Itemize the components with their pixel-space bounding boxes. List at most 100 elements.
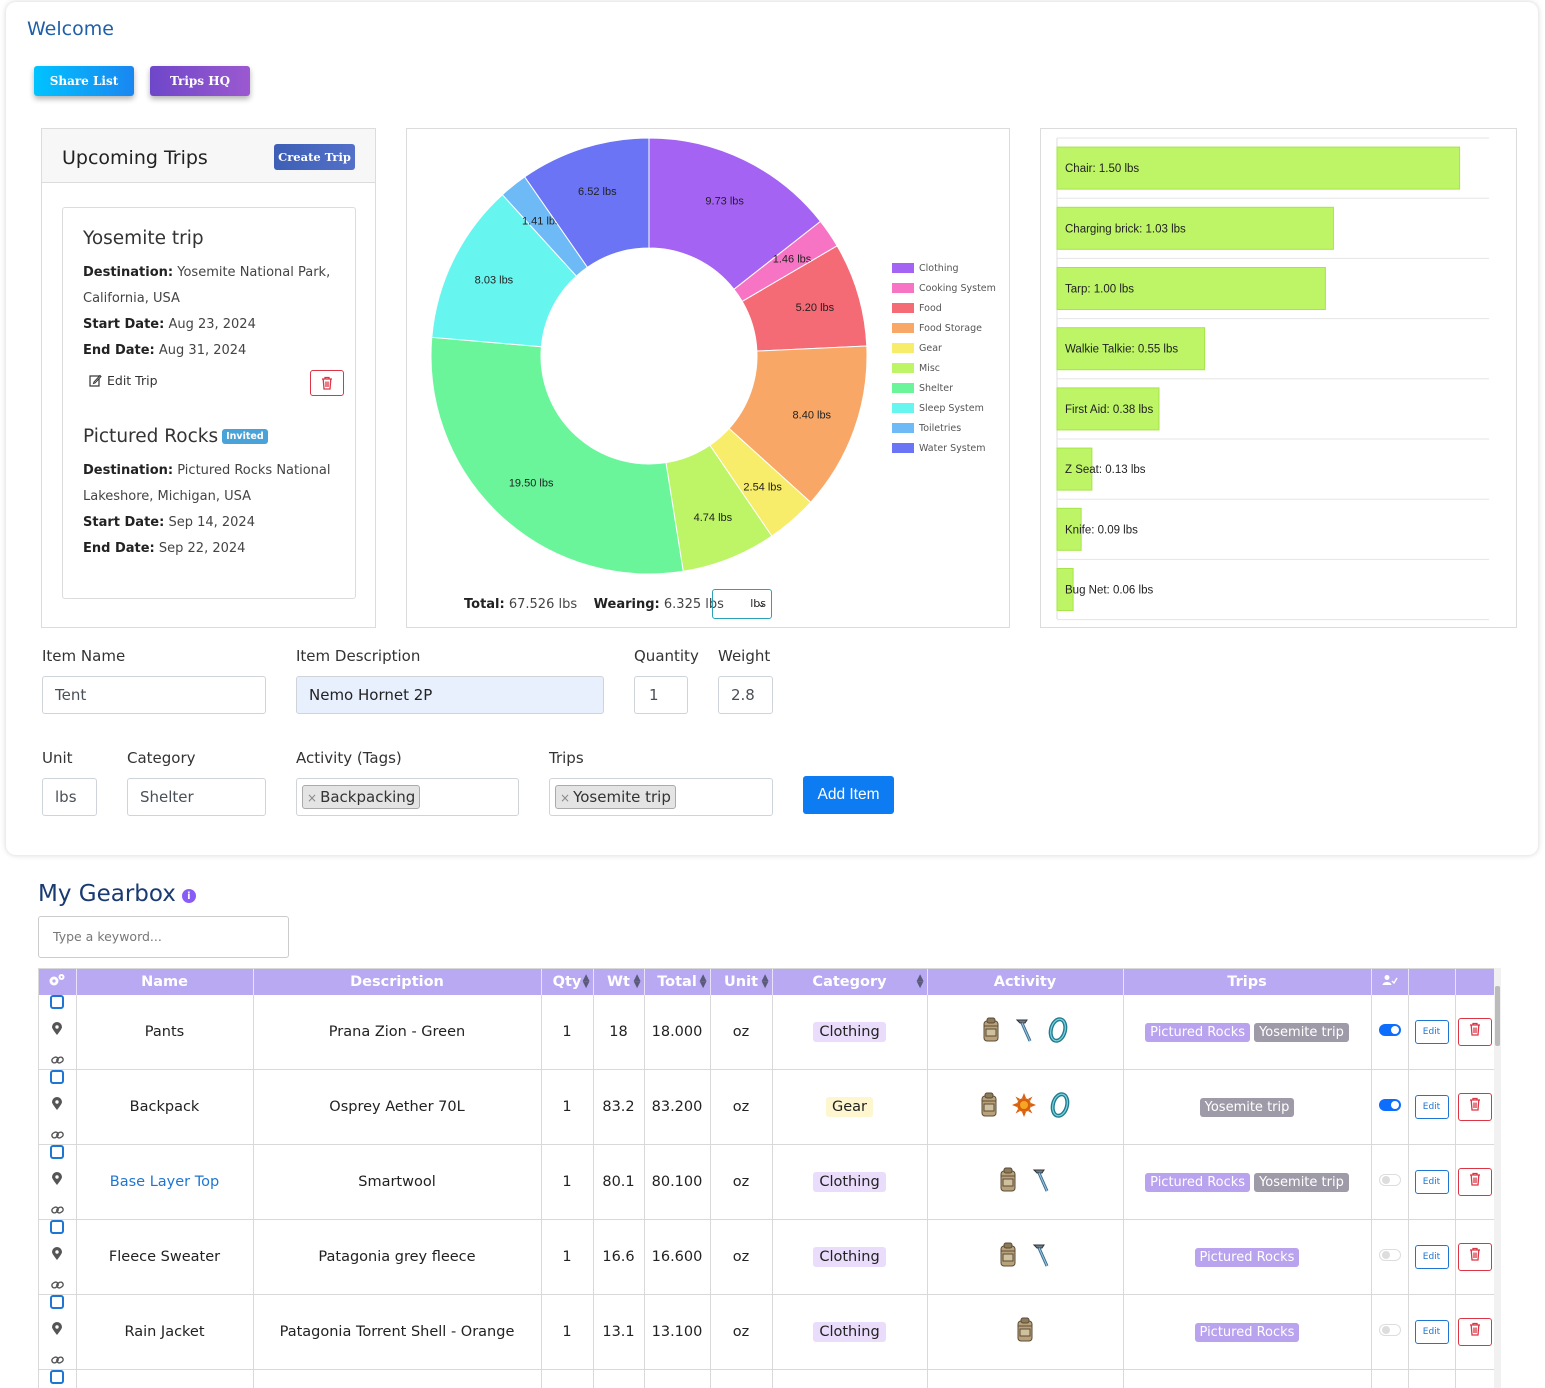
trip-name[interactable]: Pictured Rocks Invited (83, 426, 268, 447)
location-pin-icon[interactable] (51, 1322, 63, 1340)
item-name[interactable]: Base Layer Top (76, 1144, 254, 1220)
bar-bug-net[interactable] (1056, 568, 1074, 611)
bar-z-seat[interactable] (1056, 447, 1093, 491)
edit-item-button[interactable]: Edit (1414, 1020, 1449, 1044)
location-pin-icon[interactable] (51, 1097, 63, 1115)
wearing-toggle[interactable] (1378, 1099, 1401, 1111)
row-checkbox[interactable] (50, 1070, 65, 1084)
trip-pill[interactable]: Pictured Rocks (1145, 1022, 1251, 1042)
column-header-total[interactable]: Total ▲ ▼ (644, 969, 711, 995)
row-checkbox[interactable] (50, 1370, 65, 1384)
sort-icon[interactable]: ▲ ▼ (761, 973, 769, 990)
sort-icon[interactable]: ▲ ▼ (916, 973, 924, 990)
row-checkbox[interactable] (50, 995, 65, 1009)
info-icon[interactable]: i (181, 889, 196, 903)
row-checkbox[interactable] (50, 1220, 65, 1234)
location-pin-icon[interactable] (51, 1247, 63, 1265)
edit-trip-link[interactable]: Edit Trip (89, 373, 158, 388)
donut-slice-water-system[interactable] (524, 137, 650, 268)
link-icon[interactable] (50, 1053, 64, 1069)
donut-slice-clothing[interactable] (648, 137, 822, 291)
table-scrollbar[interactable] (1494, 968, 1501, 1388)
share-list-button[interactable]: Share List (34, 66, 134, 96)
delete-item-button[interactable] (1458, 1243, 1492, 1271)
edit-item-button[interactable]: Edit (1414, 1095, 1449, 1119)
edit-item-button[interactable]: Edit (1414, 1245, 1449, 1269)
column-header-category[interactable]: Category ▲ ▼ (772, 969, 928, 995)
column-header-unit[interactable]: Unit ▲ ▼ (710, 969, 773, 995)
delete-item-button[interactable] (1458, 1093, 1492, 1121)
row-checkbox[interactable] (50, 1295, 65, 1309)
quantity-input[interactable]: 1 (634, 676, 688, 714)
wearing-toggle[interactable] (1378, 1024, 1401, 1036)
legend-item[interactable]: Clothing (892, 258, 996, 278)
legend-item[interactable]: Shelter (892, 378, 996, 398)
trip-pill[interactable]: Pictured Rocks (1194, 1247, 1300, 1267)
bar-charging-brick[interactable] (1056, 206, 1334, 250)
bar-knife[interactable] (1056, 507, 1082, 551)
trip-pill[interactable]: Yosemite trip (1254, 1172, 1349, 1192)
row-controls-stack (39, 1070, 76, 1144)
wearing-toggle[interactable] (1378, 1174, 1401, 1186)
search-input[interactable]: Type a keyword... (38, 916, 289, 958)
donut-slice-shelter[interactable] (430, 336, 684, 575)
legend-item[interactable]: Toiletries (892, 418, 996, 438)
create-trip-button[interactable]: Create Trip (274, 144, 355, 170)
delete-item-button[interactable] (1458, 1018, 1492, 1046)
link-icon[interactable] (50, 1353, 64, 1369)
trip-pill[interactable]: Pictured Rocks (1194, 1322, 1300, 1342)
sort-icon[interactable]: ▲ ▼ (582, 973, 590, 990)
legend-item[interactable]: Cooking System (892, 278, 996, 298)
weight-input[interactable]: 2.8 (718, 676, 773, 714)
add-item-button[interactable]: Add Item (803, 776, 894, 814)
link-icon[interactable] (50, 1278, 64, 1294)
column-header-label: Qty (552, 974, 582, 990)
toggle-knob (1390, 1026, 1399, 1034)
bar-first-aid[interactable] (1056, 387, 1160, 431)
link-icon[interactable] (50, 1128, 64, 1144)
legend-item[interactable]: Sleep System (892, 398, 996, 418)
location-pin-icon[interactable] (51, 1022, 63, 1040)
trip-name[interactable]: Yosemite trip (83, 228, 204, 249)
sort-icon[interactable]: ▲ ▼ (633, 973, 641, 990)
delete-item-button[interactable] (1458, 1168, 1492, 1196)
column-header-qty[interactable]: Qty ▲ ▼ (541, 969, 594, 995)
wearing-toggle[interactable] (1378, 1324, 1401, 1336)
delete-cell (1455, 1294, 1494, 1370)
delete-item-button[interactable] (1458, 1318, 1492, 1346)
trips-tags-input[interactable]: × Yosemite trip (549, 778, 773, 816)
legend-item[interactable]: Gear (892, 338, 996, 358)
trips-hq-button[interactable]: Trips HQ (150, 66, 250, 96)
scrollbar-thumb[interactable] (1495, 986, 1500, 1046)
bar-walkie-talkie[interactable] (1056, 327, 1206, 371)
column-header-wt[interactable]: Wt ▲ ▼ (593, 969, 645, 995)
trip-pill[interactable]: Pictured Rocks (1145, 1172, 1251, 1192)
delete-trip-button[interactable] (310, 370, 344, 396)
item-name-input[interactable]: Tent (42, 676, 266, 714)
item-description-input[interactable]: Nemo Hornet 2P (296, 676, 604, 714)
tag-remove-icon[interactable]: × (307, 791, 318, 805)
legend-item[interactable]: Food (892, 298, 996, 318)
row-checkbox[interactable] (50, 1145, 65, 1159)
wearing-toggle[interactable] (1378, 1249, 1401, 1261)
legend-item[interactable]: Water System (892, 438, 996, 458)
link-icon[interactable] (50, 1203, 64, 1219)
location-pin-icon[interactable] (51, 1172, 63, 1190)
category-input[interactable]: Shelter (127, 778, 266, 816)
unit-select[interactable]: lbs ⌄ (712, 589, 772, 619)
legend-item[interactable]: Misc (892, 358, 996, 378)
trip-pill[interactable]: Yosemite trip (1254, 1022, 1349, 1042)
legend-label: Food (919, 302, 942, 314)
sort-icon[interactable]: ▲ ▼ (699, 973, 707, 990)
settings-column-header[interactable] (39, 969, 77, 995)
legend-item[interactable]: Food Storage (892, 318, 996, 338)
tag-remove-icon[interactable]: × (560, 791, 571, 805)
trip-pill[interactable]: Yosemite trip (1199, 1097, 1295, 1117)
bar-chair[interactable] (1056, 146, 1461, 190)
unit-input[interactable]: lbs (42, 778, 97, 816)
bar-tarp[interactable] (1056, 267, 1326, 310)
edit-item-button[interactable]: Edit (1414, 1170, 1449, 1194)
activity-tags-input[interactable]: × Backpacking (296, 778, 519, 816)
legend-swatch (892, 443, 914, 453)
edit-item-button[interactable]: Edit (1414, 1320, 1449, 1344)
